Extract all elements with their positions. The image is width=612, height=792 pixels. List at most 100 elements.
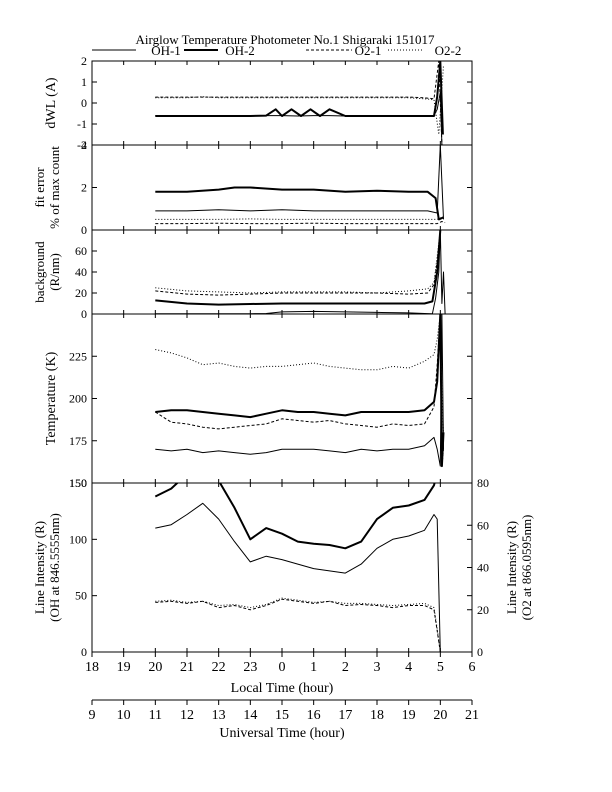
y-right-tick-label: 40 [477,561,489,575]
y-tick-label: 60 [75,244,87,258]
local-time-tick-label: 21 [180,660,194,675]
y-right-axis-label: (O2 at 866.0595nm) [519,515,534,621]
series-line-oh-1 [155,314,444,467]
y-tick-label: -2 [77,138,87,152]
y-tick-label: 20 [75,286,87,300]
local-time-tick-label: 0 [279,660,286,675]
y-axis-label: Temperature (K) [44,351,59,445]
series-line-o2-1 [155,314,444,467]
legend-label: O2-1 [355,43,382,58]
y-tick-label: 150 [69,476,87,490]
legend-label: OH-2 [225,43,255,58]
legend: OH-1 OH-2 O2-1 O2-2 [92,43,461,58]
y-tick-label: 225 [69,349,87,363]
y-axis-label: dWL (A) [44,77,59,129]
local-time-axis: 18 19 20 21 22 23 0 1 2 3 4 5 6 [85,651,476,675]
local-time-tick-label: 20 [148,660,162,675]
series-line-o2-1 [155,61,443,145]
local-time-tick-label: 23 [243,660,257,675]
panel-bg: 60 40 20 0 background (R/nm) [32,229,473,321]
y-tick-label: 1 [81,75,87,89]
y-right-tick-label: 0 [477,645,483,659]
legend-label: OH-1 [151,43,181,58]
y-right-tick-label: 20 [477,603,489,617]
series-line-oh-1 [155,230,446,314]
y-right-tick-label: 80 [477,476,489,490]
series-line-o2-1 [155,221,446,225]
y-tick-label: 2 [81,54,87,68]
series-line-o2-1 [155,598,441,652]
panel-intensity: 150 100 50 0 80 60 40 20 0 Line Intensity (R) (OH … [32,476,534,659]
y-tick-label: 0 [81,645,87,659]
series-line-oh-2 [154,483,442,550]
universal-time-axis: 9 10 11 12 13 14 15 16 17 18 19 20 21 [89,699,479,723]
y-right-axis-label: Line Intensity (R) [504,521,519,614]
chart-title: Airglow Temperature Photometer No.1 Shig… [136,32,436,47]
y-tick-label: 50 [75,589,87,603]
universal-time-tick-label: 17 [338,708,352,723]
universal-time-tick-label: 14 [243,708,257,723]
y-tick-label: 2 [81,181,87,195]
series-line-o2-2 [155,216,446,220]
y-tick-label: 4 [81,138,87,152]
universal-time-tick-label: 19 [402,708,416,723]
local-time-axis-label: Local Time (hour) [231,681,334,696]
y-tick-label: 0 [81,307,87,321]
universal-time-tick-label: 12 [180,708,194,723]
y-tick-label: 100 [69,532,87,546]
panel-dwl: 2 1 0 -1 -2 dWL (A) [44,54,473,152]
panel-frame [91,60,473,146]
local-time-tick-label: 5 [437,660,444,675]
y-axis-label: % of max count [47,146,62,229]
series-line-o2-1 [155,230,441,296]
series-line-o2-2 [155,65,444,135]
y-right-tick-label: 60 [477,518,489,532]
y-tick-label: 40 [75,265,87,279]
local-time-tick-label: 18 [85,660,99,675]
panel-temp: 225 200 175 150 Temperature (K) [44,313,473,490]
y-axis-label: background [32,241,47,303]
universal-time-tick-label: 13 [212,708,226,723]
y-axis-label: fit error [32,167,47,208]
y-tick-label: 0 [81,223,87,237]
panel-frame [91,482,473,653]
local-time-tick-label: 19 [117,660,131,675]
series-line-oh-1 [155,92,443,145]
series-line-oh-1 [155,502,441,652]
universal-time-tick-label: 15 [275,708,289,723]
panel-frame [91,144,473,231]
series-line-o2-2 [155,597,441,652]
panel-frame [91,313,473,484]
universal-time-tick-label: 18 [370,708,384,723]
y-axis-label: (R/nm) [47,253,62,291]
series-line-oh-2 [155,314,445,468]
universal-time-axis-label: Universal Time (hour) [219,726,345,741]
legend-label: O2-2 [435,43,462,58]
series-line-o2-2 [155,314,444,433]
y-tick-label: 200 [69,392,87,406]
y-tick-label: 150 [69,476,87,490]
local-time-tick-label: 4 [405,660,412,675]
local-time-tick-label: 1 [310,660,317,675]
universal-time-tick-label: 20 [433,708,447,723]
universal-time-tick-label: 11 [149,708,162,723]
panel-frame [91,229,473,315]
universal-time-tick-label: 9 [89,708,96,723]
y-axis-label: (OH at 846.5555nm) [47,513,62,622]
series-line-oh-1 [155,145,444,220]
series-line-o2-2 [155,230,441,294]
universal-time-tick-label: 16 [307,708,321,723]
y-tick-label: 175 [69,434,87,448]
local-time-tick-label: 22 [212,660,226,675]
universal-time-tick-label: 21 [465,708,479,723]
local-time-tick-label: 3 [374,660,381,675]
series-line-oh-2 [155,230,442,306]
local-time-tick-label: 2 [342,660,349,675]
series-line-oh-2 [155,186,444,221]
series-line-oh-2 [155,61,444,135]
y-tick-label: -1 [77,117,87,131]
y-tick-label: 0 [81,96,87,110]
panel-fit: 4 2 0 fit error% of max count [32,138,473,237]
